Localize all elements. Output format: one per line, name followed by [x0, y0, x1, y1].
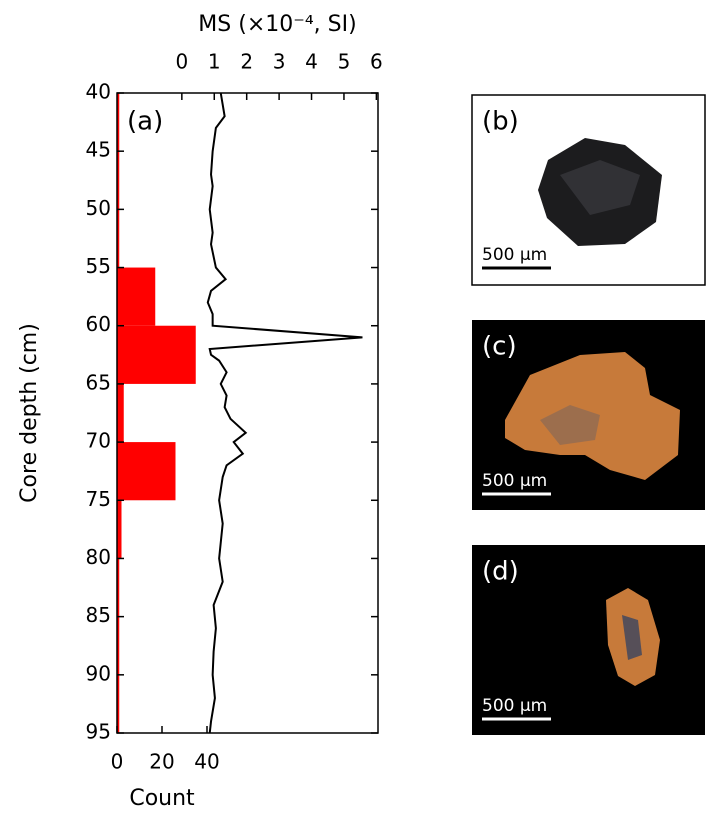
scale-label: 500 μm: [482, 471, 547, 491]
x-tick-label: 0: [175, 50, 188, 74]
y-tick-label: 60: [86, 312, 111, 336]
bar: [117, 326, 196, 384]
y-tick-label: 40: [86, 80, 111, 104]
y-tick-label: 75: [86, 487, 111, 511]
x-tick-label: 1: [208, 50, 221, 74]
x-tick-label: 5: [338, 50, 351, 74]
x-tick-label: 6: [370, 50, 383, 74]
ms-line: [208, 93, 363, 733]
page: {"chart_data": [ {"type": "histogram", "…: [0, 0, 706, 817]
y-tick-label: 70: [86, 429, 111, 453]
y-tick-label: 55: [86, 254, 111, 278]
y-axis-label: Core depth (cm): [17, 323, 42, 503]
scale-label: 500 μm: [482, 245, 547, 265]
bar: [117, 268, 155, 326]
x-tick-label: 4: [305, 50, 318, 74]
x-tick-label: 2: [240, 50, 253, 74]
panel-label: (d): [482, 557, 519, 587]
y-tick-label: 85: [86, 603, 111, 627]
panel-label: (c): [482, 332, 517, 362]
y-tick-label: 95: [86, 720, 111, 744]
x-tick-label: 40: [194, 750, 219, 774]
x-tick-label: 3: [273, 50, 286, 74]
panel-label: (b): [482, 107, 519, 137]
y-tick-label: 50: [86, 196, 111, 220]
bar: [117, 442, 176, 500]
x-axis-label: MS (×10⁻⁴, SI): [198, 12, 356, 37]
scale-label: 500 μm: [482, 696, 547, 716]
y-tick-label: 90: [86, 661, 111, 685]
x-axis-label: Count: [129, 786, 195, 811]
y-tick-label: 65: [86, 370, 111, 394]
y-tick-label: 80: [86, 545, 111, 569]
x-tick-label: 20: [149, 750, 174, 774]
figure: (b) 500 μm (c) 500 μm (d) 500 μm 4045505…: [0, 0, 706, 813]
plot-frame: [117, 93, 378, 733]
panel-label: (a): [127, 107, 163, 137]
y-tick-label: 45: [86, 138, 111, 162]
x-tick-label: 0: [111, 750, 124, 774]
